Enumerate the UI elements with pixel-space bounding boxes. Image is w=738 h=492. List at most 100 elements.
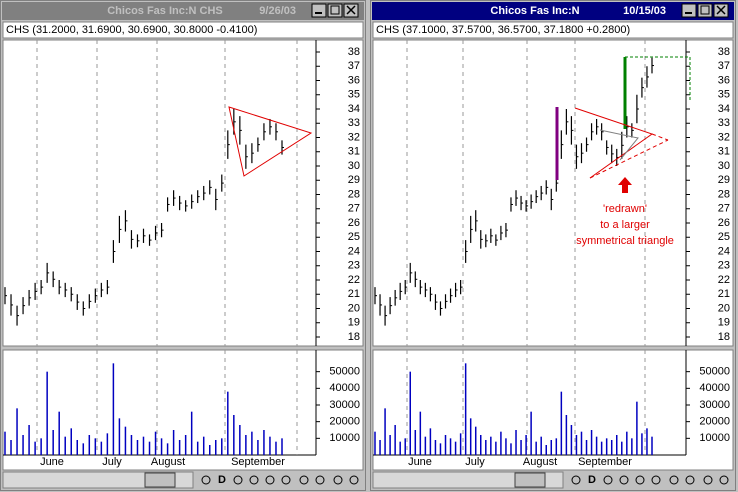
price-tick-label: 26 [718, 217, 730, 229]
price-tick-label: 30 [718, 160, 730, 172]
price-tick-label: 19 [718, 317, 730, 329]
price-tick-label: 29 [348, 174, 360, 186]
window-body: Chicos Fas Inc:N 10/15/03 CHS (37.1000, 37… [370, 0, 736, 491]
toolbar-icon [233, 475, 243, 485]
price-tick-label: 25 [348, 231, 360, 243]
price-tick-label: 30 [348, 160, 360, 172]
price-tick-label: 37 [348, 60, 360, 72]
price-tick-label: 18 [348, 331, 360, 343]
price-tick-label: 33 [718, 117, 730, 129]
button-glyph [700, 5, 710, 15]
window-date: 10/15/03 [623, 5, 666, 17]
volume-tick-label: 50000 [329, 366, 360, 378]
price-panel [2, 39, 364, 347]
volume-tick-label: 30000 [329, 399, 360, 411]
price-tick-label: 18 [718, 331, 730, 343]
price-tick-label: 34 [718, 103, 730, 115]
price-panel [372, 39, 734, 347]
toolbar-icon [281, 475, 291, 485]
toolbar-icon [299, 475, 309, 485]
price-tick-label: 28 [718, 188, 730, 200]
price-tick-label: 37 [718, 60, 730, 72]
month-label: June [408, 456, 432, 468]
toolbar-icon [265, 475, 275, 485]
price-tick-label: 23 [348, 260, 360, 272]
toolbar-icon [349, 475, 359, 485]
price-tick-label: 28 [348, 188, 360, 200]
triangle-extension [651, 133, 669, 141]
volume-tick-label: 30000 [699, 399, 730, 411]
info-row [2, 21, 364, 39]
price-tick-label: 35 [718, 89, 730, 101]
price-tick-label: 24 [718, 245, 730, 257]
price-tick-label: 31 [718, 146, 730, 158]
toolbar-icon [603, 475, 613, 485]
annotation: to a larger [600, 219, 650, 231]
volume-panel [2, 349, 364, 471]
button-glyph [346, 5, 356, 15]
price-tick-label: 26 [348, 217, 360, 229]
price-tick-label: 22 [718, 274, 730, 286]
toolbar-icon [571, 475, 581, 485]
annotation: symmetrical triangle [576, 235, 674, 247]
toolbar-icon [635, 475, 645, 485]
volume-tick-label: 50000 [699, 366, 730, 378]
title-bar [2, 2, 364, 20]
month-label: July [465, 456, 485, 468]
price-tick-label: 23 [718, 260, 730, 272]
price-tick-label: 34 [348, 103, 360, 115]
price-tick-label: 21 [718, 288, 730, 300]
toolbar-icon [201, 475, 211, 485]
price-tick-label: 38 [718, 46, 730, 58]
price-tick-label: 29 [718, 174, 730, 186]
price-tick-label: 19 [348, 317, 360, 329]
chart-window: Chicos Fas Inc:N 10/15/03 CHS (37.1000, 37… [370, 0, 736, 491]
month-label: August [523, 456, 557, 468]
toolbar-icon [685, 475, 695, 485]
toolbar-icon [669, 475, 679, 485]
volume-tick-label: 40000 [699, 382, 730, 394]
quote-info: CHS (37.1000, 37.5700, 36.5700, 37.1800 … [376, 24, 630, 36]
price-tick-label: 33 [348, 117, 360, 129]
price-tick-label: 24 [348, 245, 360, 257]
month-label: August [151, 456, 185, 468]
button-glyph [716, 5, 726, 15]
price-tick-label: 27 [718, 203, 730, 215]
annotation: 'redrawn' [603, 203, 647, 215]
price-tick-label: 27 [348, 203, 360, 215]
arrow [618, 177, 632, 193]
toolbar-icon [651, 475, 661, 485]
volume-tick-label: 20000 [329, 416, 360, 428]
month-label: September [578, 456, 632, 468]
price-tick-label: 25 [718, 231, 730, 243]
volume-tick-label: 10000 [699, 432, 730, 444]
window-button[interactable] [311, 3, 327, 18]
volume-tick-label: 40000 [329, 382, 360, 394]
triangle-extension [589, 139, 669, 179]
price-tick-label: 21 [348, 288, 360, 300]
volume-panel [372, 349, 734, 471]
toolbar-icon [315, 475, 325, 485]
month-label: June [40, 456, 64, 468]
price-tick-label: 20 [348, 302, 360, 314]
toolbar-icon [249, 475, 259, 485]
small-triangle [599, 129, 639, 161]
title-bar [372, 2, 734, 20]
price-tick-label: 38 [348, 46, 360, 58]
toolbar-icon [333, 475, 343, 485]
info-row [372, 21, 734, 39]
window-button[interactable] [681, 3, 697, 18]
window-title: Chicos Fas Inc:N [490, 5, 579, 17]
price-tick-label: 31 [348, 146, 360, 158]
toolbar-icon [719, 475, 729, 485]
price-tick-label: 20 [718, 302, 730, 314]
toolbar-icon [703, 475, 713, 485]
price-tick-label: 32 [348, 131, 360, 143]
volume-tick-label: 20000 [699, 416, 730, 428]
price-tick-label: 36 [348, 74, 360, 86]
window-date: 9/26/03 [259, 5, 296, 17]
price-tick-label: 32 [718, 131, 730, 143]
toolbar-icon [619, 475, 629, 485]
